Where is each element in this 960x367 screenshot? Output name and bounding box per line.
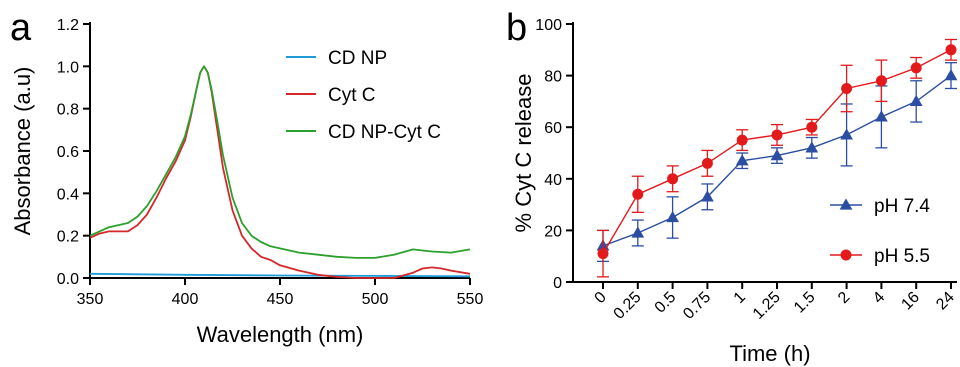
x-tick-label: 400 [172, 291, 199, 308]
y-axis-title: % Cyt C release [511, 74, 536, 233]
x-tick-label: 4 [870, 289, 888, 307]
x-tick-label: 0.25 [611, 289, 645, 323]
x-tick-label: 24 [933, 289, 958, 314]
legend-label-cd-np: CD NP [328, 48, 387, 69]
data-point-ph-5-5 [701, 157, 713, 169]
x-tick-label: 0 [592, 289, 610, 307]
legend: pH 7.4 pH 5.5 [830, 196, 930, 267]
y-axis-title: Absorbance (a.u) [10, 67, 35, 236]
x-tick-label: 1.25 [750, 289, 784, 323]
series-line-cd-np [89, 272, 471, 278]
panel-letter-a: a [10, 7, 32, 49]
x-tick-label: 16 [898, 289, 923, 314]
legend-label-cyt-c: Cyt C [328, 85, 376, 106]
data-point-ph-7-4 [666, 210, 679, 223]
series-line-cd-np-cyt-c [89, 65, 471, 259]
y-tick-label: 80 [544, 69, 562, 86]
x-axis-title: Wavelength (nm) [197, 322, 364, 347]
x-tick-label: 0.5 [652, 289, 680, 317]
x-tick-label: 450 [267, 291, 294, 308]
data-point-ph-5-5 [841, 83, 853, 94]
x-tick-label: 500 [362, 291, 389, 308]
legend-label-cd-np-cyt-c: CD NP-Cyt C [328, 122, 441, 143]
data-point-ph-5-5 [667, 173, 679, 185]
series-ph-5-5 [597, 38, 957, 278]
legend-label-ph-7-4: pH 7.4 [874, 196, 930, 217]
data-point-ph-5-5 [945, 44, 957, 56]
data-point-ph-7-4 [944, 69, 958, 81]
data-point-ph-7-4 [909, 94, 923, 107]
x-tick-label: 2 [835, 289, 853, 307]
data-point-ph-7-4 [805, 141, 819, 153]
series-ph-7-4 [596, 62, 958, 263]
data-point-ph-5-5 [771, 129, 783, 141]
x-tick-label: 350 [77, 291, 104, 308]
data-point-ph-7-4 [875, 110, 888, 122]
y-tick-label: 100 [535, 17, 562, 34]
data-point-ph-7-4 [770, 148, 784, 161]
y-tick-label: 60 [544, 120, 562, 137]
data-point-ph-5-5 [875, 75, 887, 87]
y-tick-label: 0.6 [57, 144, 79, 161]
y-tick-label: 40 [544, 172, 562, 189]
x-tick-label: 1 [731, 289, 749, 307]
y-tick-label: 1.2 [57, 17, 79, 34]
y-tick-label: 1.0 [57, 59, 79, 76]
legend: CD NP Cyt C CD NP-Cyt C [286, 48, 441, 143]
x-tick-label: 0.75 [680, 289, 714, 323]
y-tick-label: 0.8 [57, 102, 79, 119]
data-point-ph-5-5 [597, 248, 609, 260]
data-point-ph-5-5 [632, 188, 644, 200]
panel-a: a 0.0 0.2 0.4 0.6 0.8 1.0 1.2 350 400 450 500 550 Wav… [10, 7, 483, 347]
data-point-ph-7-4 [735, 154, 749, 166]
y-tick-label: 0.2 [57, 229, 79, 246]
data-point-ph-5-5 [910, 62, 922, 74]
legend-marker-ph-7-4 [839, 198, 853, 210]
y-tick-label: 0 [553, 275, 562, 292]
legend-marker-ph-5-5 [840, 249, 852, 261]
series-line-cyt-c [89, 65, 471, 279]
data-point-ph-7-4 [631, 226, 645, 238]
legend-label-ph-5-5: pH 5.5 [874, 246, 930, 267]
y-tick-label: 0.0 [57, 271, 79, 288]
y-tick-label: 0.4 [57, 186, 79, 203]
panel-letter-b: b [506, 7, 527, 49]
data-point-ph-5-5 [736, 134, 748, 146]
data-point-ph-7-4 [701, 190, 714, 202]
data-point-ph-7-4 [840, 128, 853, 140]
x-tick-label: 550 [457, 291, 484, 308]
y-tick-label: 20 [544, 223, 562, 240]
x-axis-title: Time (h) [729, 341, 810, 366]
x-tick-label: 1.5 [791, 289, 819, 317]
data-point-ph-5-5 [806, 121, 818, 133]
